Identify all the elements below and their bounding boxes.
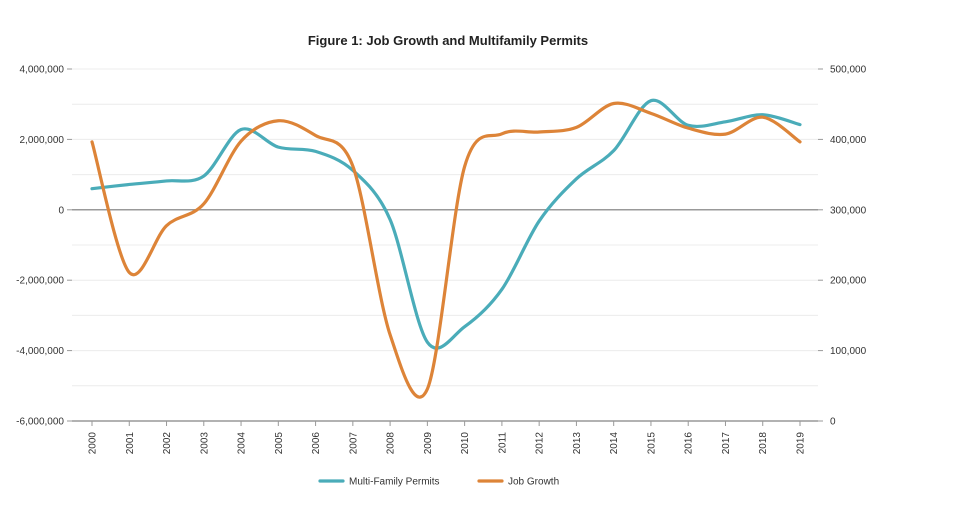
x-tick-label: 2000 [88, 432, 99, 455]
right-y-axis: 500,000 400,000 300,000 200,000 100,000 0 [818, 65, 867, 428]
left-tick-label: 4,000,000 [20, 65, 65, 76]
x-tick-label: 2009 [423, 432, 434, 455]
x-tick-label: 2015 [646, 432, 657, 455]
x-tick-label: 2016 [684, 432, 695, 455]
x-tick-label: 2006 [311, 432, 322, 455]
series-line-job-growth [90, 101, 802, 399]
chart-title: Figure 1: Job Growth and Multifamily Per… [308, 33, 588, 48]
x-tick-label: 2007 [348, 432, 359, 455]
x-tick-label: 2014 [609, 432, 620, 455]
legend: Multi-Family Permits Job Growth [318, 477, 559, 488]
right-tick-label: 500,000 [830, 65, 867, 76]
legend-label-multi-family-permits: Multi-Family Permits [349, 477, 440, 488]
x-tick-label: 2003 [199, 432, 210, 455]
left-tick-label: -2,000,000 [16, 276, 64, 287]
x-tick-label: 2017 [721, 432, 732, 455]
left-y-axis: 4,000,000 2,000,000 0 -2,000,000 -4,000,000 -… [16, 65, 72, 428]
x-tick-label: 2013 [572, 432, 583, 455]
x-tick-label: 2005 [274, 432, 285, 455]
right-tick-label: 300,000 [830, 205, 867, 216]
left-tick-label: 2,000,000 [20, 135, 65, 146]
left-tick-label: 0 [58, 205, 64, 216]
x-tick-label: 2001 [125, 432, 136, 455]
x-axis: 2000 2001 2002 2003 2004 2005 2006 2007 2008 2009… [88, 421, 807, 454]
left-tick-label: -6,000,000 [16, 417, 64, 428]
x-tick-label: 2004 [237, 432, 248, 455]
right-tick-label: 200,000 [830, 276, 867, 287]
grid-lines [72, 68, 818, 422]
x-tick-label: 2008 [386, 432, 397, 455]
right-tick-label: 100,000 [830, 346, 867, 357]
x-tick-label: 2019 [796, 432, 807, 455]
x-tick-label: 2012 [535, 432, 546, 455]
legend-label-job-growth: Job Growth [508, 477, 559, 488]
x-tick-label: 2018 [758, 432, 769, 455]
left-tick-label: -4,000,000 [16, 346, 64, 357]
series-lines [90, 98, 802, 399]
right-tick-label: 0 [830, 417, 836, 428]
series-line-multi-family-permits [90, 98, 802, 350]
x-tick-label: 2010 [460, 432, 471, 455]
x-tick-label: 2002 [162, 432, 173, 455]
right-tick-label: 400,000 [830, 135, 867, 146]
x-tick-label: 2011 [497, 432, 508, 454]
